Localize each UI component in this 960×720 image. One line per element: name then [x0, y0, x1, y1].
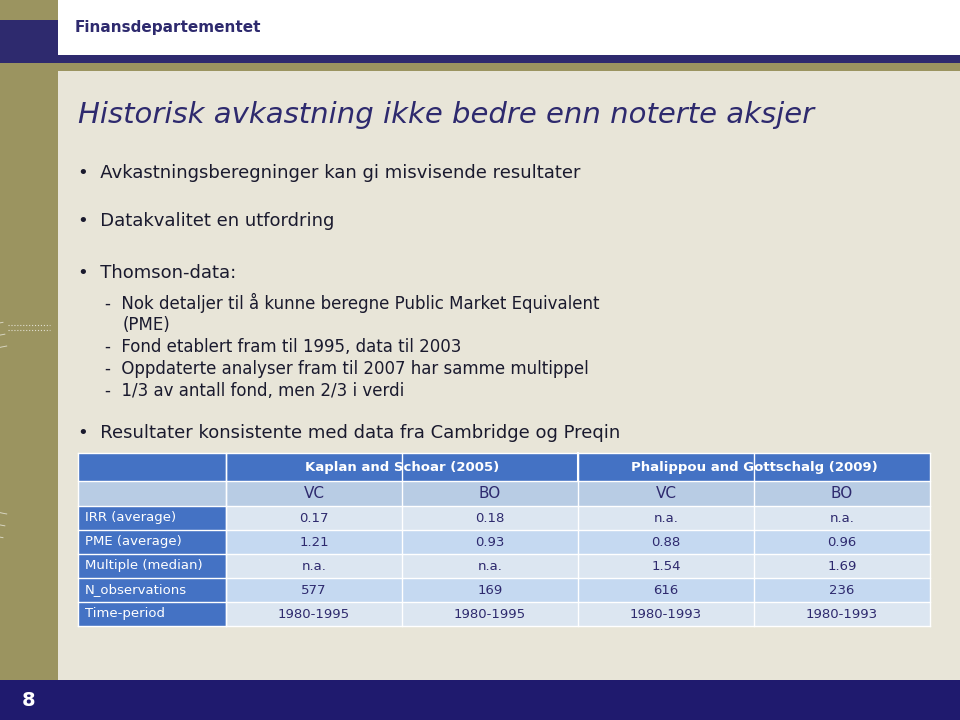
- Text: -  Nok detaljer til å kunne beregne Public Market Equivalent: - Nok detaljer til å kunne beregne Publi…: [105, 293, 599, 313]
- Bar: [226, 554, 402, 578]
- Text: Historisk avkastning ikke bedre enn noterte aksjer: Historisk avkastning ikke bedre enn note…: [78, 101, 814, 129]
- Text: -  Fond etablert fram til 1995, data til 2003: - Fond etablert fram til 1995, data til …: [105, 338, 462, 356]
- Text: Phalippou and Gottschalg (2009): Phalippou and Gottschalg (2009): [631, 461, 877, 474]
- Bar: [226, 530, 402, 554]
- Bar: [754, 530, 930, 554]
- Text: 1.21: 1.21: [300, 536, 329, 549]
- Bar: [78, 530, 226, 554]
- Bar: [226, 578, 402, 602]
- Text: (PME): (PME): [123, 316, 171, 334]
- Bar: [78, 602, 226, 626]
- Bar: [226, 481, 402, 506]
- Bar: [754, 554, 930, 578]
- Text: 1980-1993: 1980-1993: [806, 608, 878, 621]
- Bar: [0, 63, 960, 71]
- Text: Time-period: Time-period: [85, 608, 165, 621]
- Bar: [78, 481, 226, 506]
- Text: Multiple (median): Multiple (median): [85, 559, 203, 572]
- Text: 169: 169: [477, 583, 503, 596]
- Text: 0.93: 0.93: [475, 536, 505, 549]
- Bar: [226, 506, 402, 530]
- Text: PME (average): PME (average): [85, 536, 181, 549]
- Text: 1980-1995: 1980-1995: [278, 608, 350, 621]
- Text: VC: VC: [656, 486, 677, 501]
- Text: 1980-1993: 1980-1993: [630, 608, 702, 621]
- Bar: [0, 680, 960, 720]
- Bar: [754, 602, 930, 626]
- Text: •  Avkastningsberegninger kan gi misvisende resultater: • Avkastningsberegninger kan gi misvisen…: [78, 164, 581, 182]
- Text: n.a.: n.a.: [477, 559, 502, 572]
- Bar: [578, 481, 754, 506]
- Bar: [78, 453, 226, 481]
- Bar: [402, 602, 578, 626]
- Text: •  Thomson-data:: • Thomson-data:: [78, 264, 236, 282]
- Text: Finansdepartementet: Finansdepartementet: [75, 20, 261, 35]
- Bar: [402, 481, 578, 506]
- Bar: [0, 0, 58, 720]
- Text: 577: 577: [301, 583, 326, 596]
- Bar: [0, 0, 960, 55]
- Text: IRR (average): IRR (average): [85, 511, 176, 524]
- Bar: [578, 453, 930, 481]
- Text: 236: 236: [829, 583, 854, 596]
- Bar: [402, 554, 578, 578]
- Text: 1980-1995: 1980-1995: [454, 608, 526, 621]
- Text: n.a.: n.a.: [829, 511, 854, 524]
- Bar: [226, 453, 578, 481]
- Text: n.a.: n.a.: [654, 511, 679, 524]
- Bar: [78, 506, 226, 530]
- Bar: [402, 578, 578, 602]
- Text: 1.54: 1.54: [651, 559, 681, 572]
- Text: -  Oppdaterte analyser fram til 2007 har samme multippel: - Oppdaterte analyser fram til 2007 har …: [105, 360, 588, 378]
- Text: VC: VC: [303, 486, 324, 501]
- Text: BO: BO: [479, 486, 501, 501]
- Bar: [578, 530, 754, 554]
- Bar: [578, 506, 754, 530]
- Text: 0.18: 0.18: [475, 511, 505, 524]
- Text: 8: 8: [22, 690, 36, 709]
- Bar: [578, 578, 754, 602]
- Bar: [226, 602, 402, 626]
- Bar: [0, 55, 960, 63]
- Bar: [402, 506, 578, 530]
- Bar: [578, 602, 754, 626]
- Bar: [578, 554, 754, 578]
- Bar: [78, 578, 226, 602]
- Text: 616: 616: [654, 583, 679, 596]
- Text: Kaplan and Schoar (2005): Kaplan and Schoar (2005): [305, 461, 499, 474]
- Text: •  Resultater konsistente med data fra Cambridge og Preqin: • Resultater konsistente med data fra Ca…: [78, 424, 620, 442]
- Text: N_observations: N_observations: [85, 583, 187, 596]
- Text: 0.17: 0.17: [300, 511, 328, 524]
- Text: n.a.: n.a.: [301, 559, 326, 572]
- Text: BO: BO: [830, 486, 853, 501]
- Bar: [754, 578, 930, 602]
- Bar: [78, 554, 226, 578]
- Bar: [402, 530, 578, 554]
- Text: -  1/3 av antall fond, men 2/3 i verdi: - 1/3 av antall fond, men 2/3 i verdi: [105, 382, 404, 400]
- Bar: [754, 506, 930, 530]
- Text: •  Datakvalitet en utfordring: • Datakvalitet en utfordring: [78, 212, 334, 230]
- Bar: [754, 481, 930, 506]
- Text: 0.88: 0.88: [652, 536, 681, 549]
- Bar: [0, 20, 58, 55]
- Text: 1.69: 1.69: [828, 559, 856, 572]
- Text: 0.96: 0.96: [828, 536, 856, 549]
